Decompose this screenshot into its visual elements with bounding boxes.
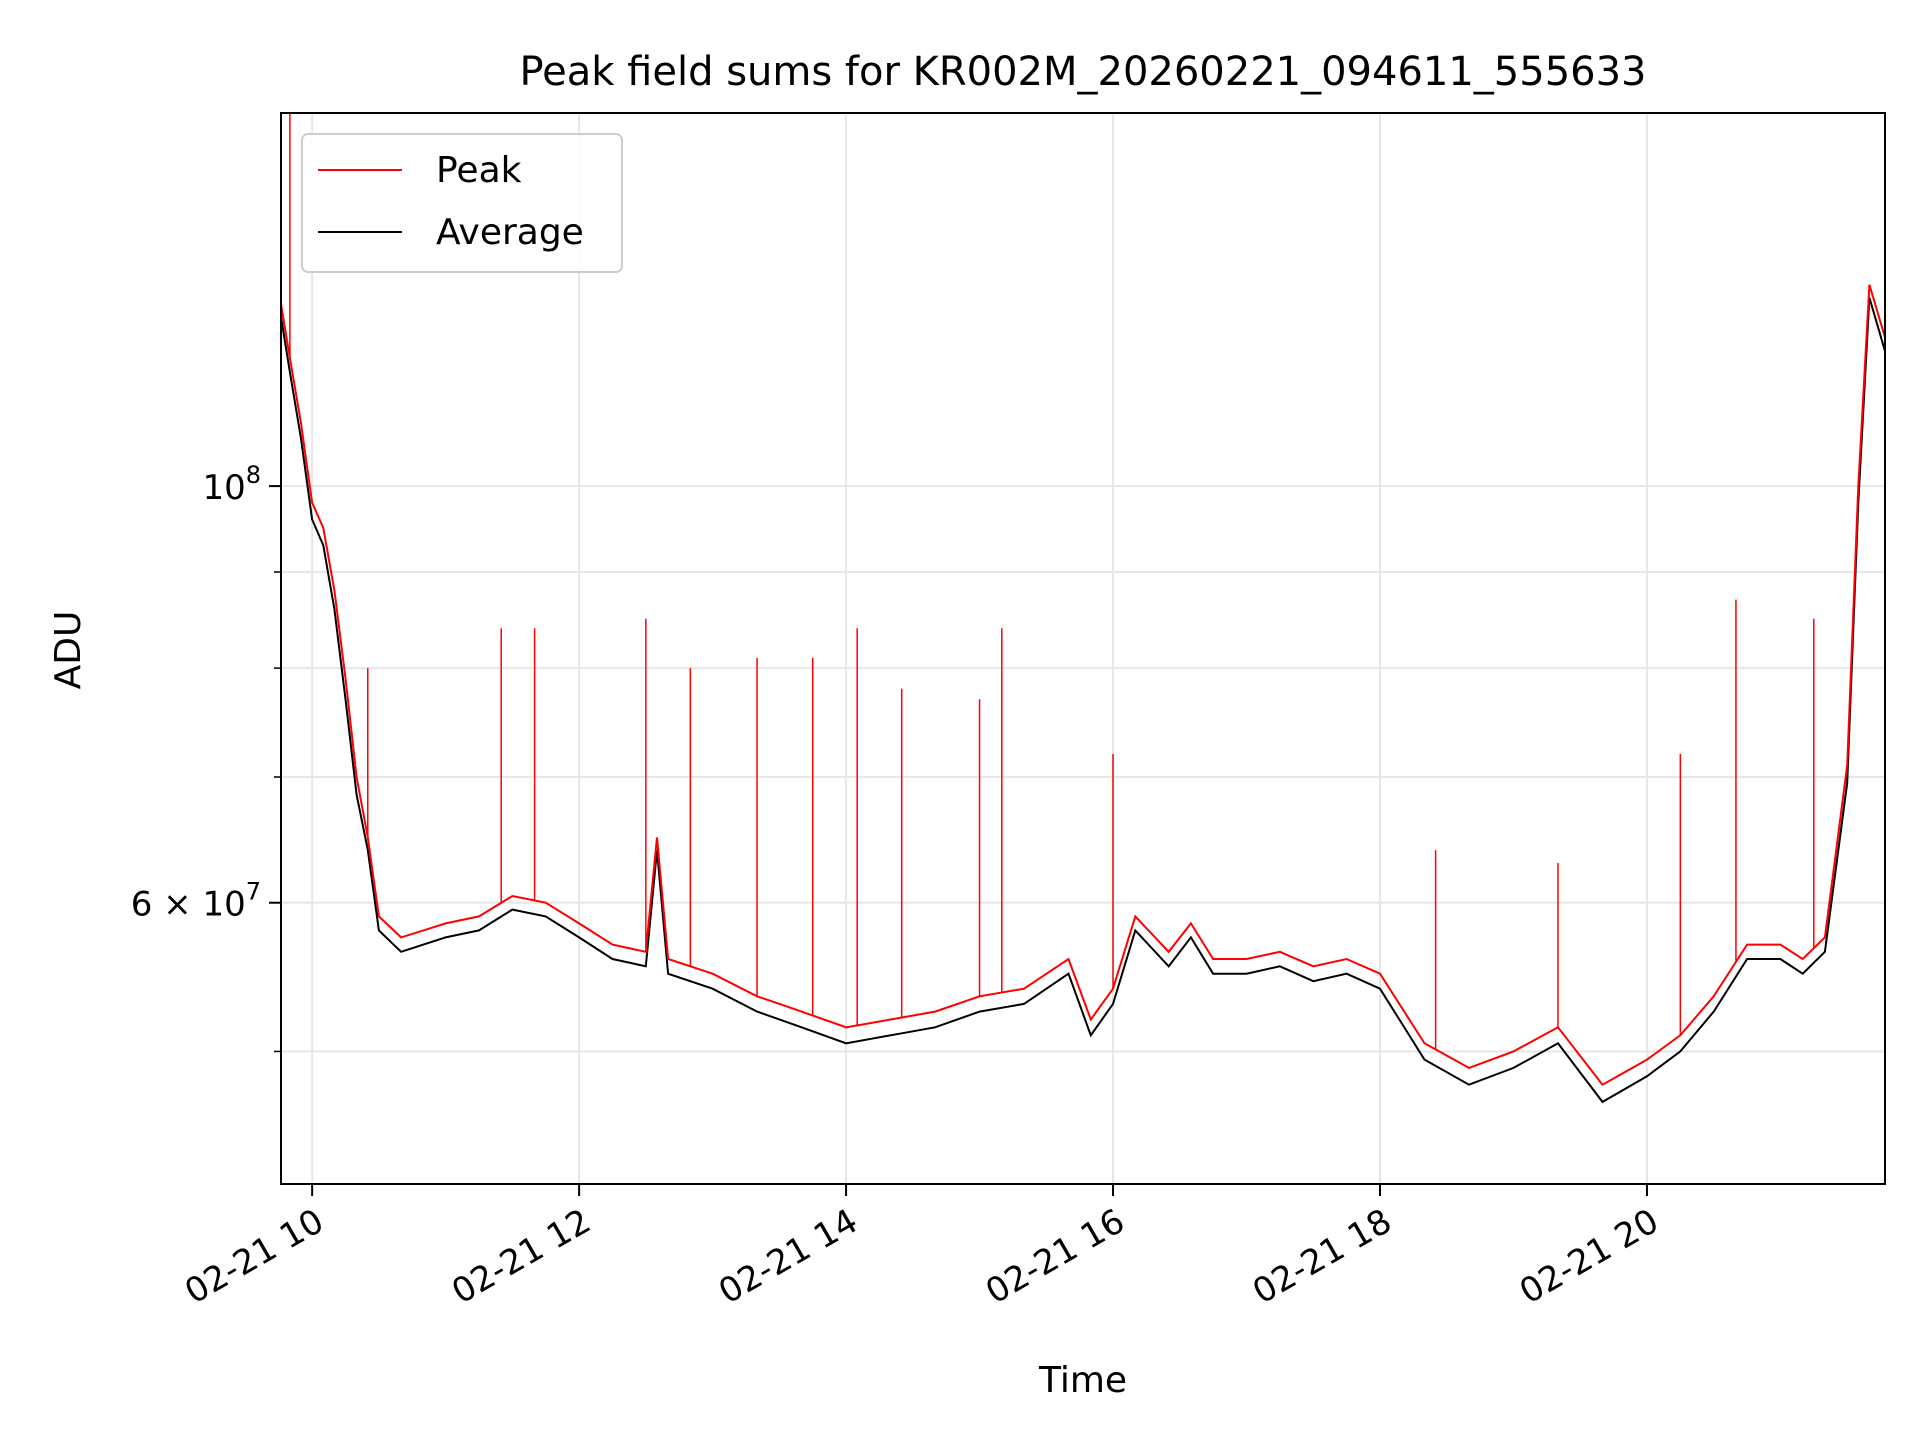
legend-label-peak: Peak	[436, 150, 522, 191]
legend-label-average: Average	[436, 212, 584, 253]
y-axis-label: ADU	[48, 611, 89, 690]
x-tick-label: 02-21 12	[445, 1201, 597, 1312]
x-axis-label: Time	[1038, 1360, 1127, 1401]
y-tick-label-exponent: 8	[246, 461, 261, 489]
y-tick-label: 108	[202, 461, 261, 508]
series-line-average	[281, 297, 1885, 1104]
series-line-peak	[281, 284, 1885, 1086]
plot-area	[281, 113, 1885, 1104]
x-tick-label: 02-21 20	[1513, 1201, 1665, 1312]
axes-frame	[280, 112, 1886, 1185]
x-tick-label: 02-21 14	[712, 1201, 864, 1312]
chart-title: Peak field sums for KR002M_20260221_0946…	[519, 49, 1646, 95]
y-tick-label-base: 10	[202, 468, 245, 508]
x-tick-label: 02-21 16	[979, 1201, 1131, 1312]
legend: Peak Average	[301, 133, 623, 273]
x-tick-label: 02-21 10	[178, 1201, 330, 1312]
legend-box	[301, 133, 623, 273]
y-tick-label-base: 6 × 10	[131, 885, 246, 925]
x-tick-label: 02-21 18	[1246, 1201, 1398, 1312]
x-axis: 02-21 10 02-21 12 02-21 14 02-21 16 02-21 18…	[178, 1184, 1665, 1312]
y-tick-label-exponent: 7	[246, 878, 261, 906]
y-axis: 108 6 × 107	[131, 461, 281, 1053]
grid	[281, 113, 1885, 1184]
y-tick-label: 6 × 107	[131, 878, 261, 925]
